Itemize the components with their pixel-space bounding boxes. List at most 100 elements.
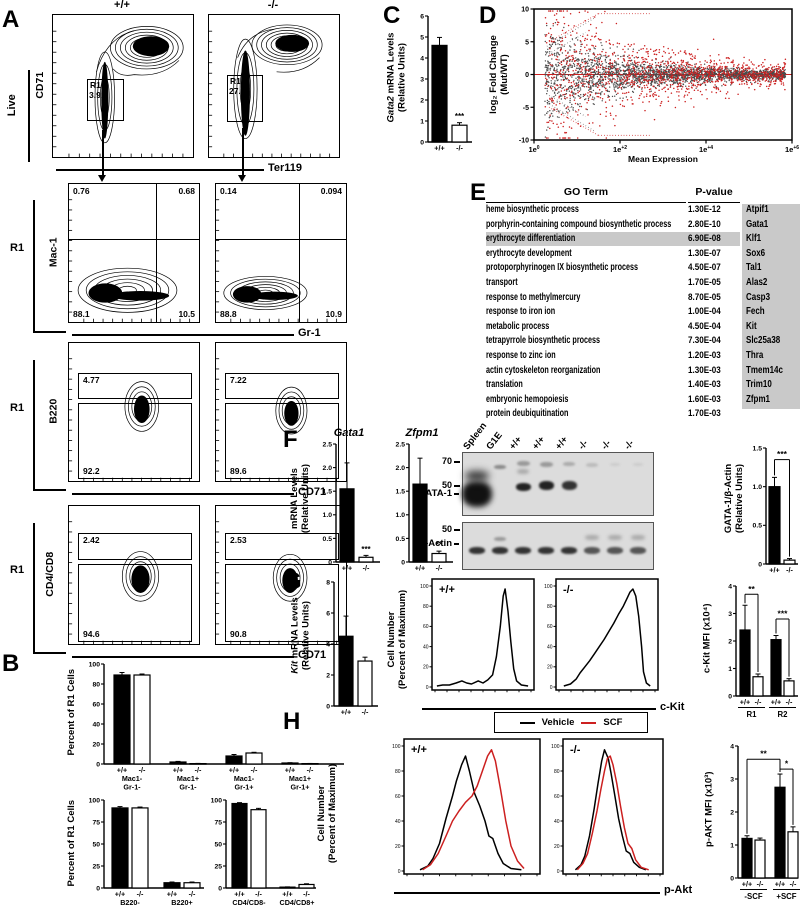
circle-el bbox=[556, 65, 558, 68]
circle-el bbox=[544, 106, 547, 108]
circle-el bbox=[564, 58, 566, 60]
circle-el bbox=[724, 67, 726, 69]
line-el bbox=[546, 17, 595, 47]
circle-el bbox=[544, 60, 547, 62]
circle-el bbox=[588, 96, 590, 98]
r1-outer-label-row4: R1 bbox=[10, 564, 25, 576]
circle-el bbox=[643, 45, 646, 47]
circle-el bbox=[550, 86, 552, 89]
circle-el bbox=[550, 44, 552, 46]
text-el: B220- bbox=[120, 898, 140, 907]
protein-band bbox=[515, 483, 531, 491]
circle-el bbox=[692, 72, 694, 75]
circle-el bbox=[713, 72, 716, 75]
table-row-term: response to iron ion bbox=[486, 306, 696, 317]
circle-el bbox=[684, 50, 686, 52]
marker-tick bbox=[454, 529, 460, 531]
circle-el bbox=[577, 87, 579, 89]
circle-el bbox=[713, 70, 716, 73]
circle-el bbox=[723, 71, 725, 74]
circle-el bbox=[544, 40, 546, 43]
circle-el bbox=[632, 76, 634, 78]
circle-el bbox=[725, 81, 728, 83]
circle-el bbox=[568, 81, 570, 84]
circle-el bbox=[757, 65, 760, 67]
col-title-wt: +/+ bbox=[114, 0, 130, 11]
circle-el bbox=[555, 64, 557, 66]
circle-el bbox=[586, 60, 588, 62]
circle-el bbox=[761, 66, 764, 68]
circle-el bbox=[663, 50, 665, 53]
div-el: GATA-1/β-Actin (Relative Units) bbox=[724, 463, 746, 532]
r1-bracket-h-row3 bbox=[33, 489, 66, 491]
circle-el bbox=[684, 71, 686, 74]
circle-el bbox=[665, 80, 667, 83]
circle-el bbox=[647, 74, 649, 76]
circle-el bbox=[688, 88, 690, 90]
circle-el bbox=[627, 48, 629, 50]
circle-el bbox=[584, 93, 587, 95]
circle-el bbox=[711, 81, 714, 83]
circle-el bbox=[549, 127, 551, 130]
text-el: 60 bbox=[423, 624, 429, 630]
circle-el bbox=[619, 79, 621, 81]
circle-el bbox=[580, 53, 583, 55]
circle-el bbox=[707, 68, 710, 71]
circle-el bbox=[579, 52, 581, 55]
circle-el bbox=[686, 78, 689, 80]
table-row-pvalue: 1.70E-05 bbox=[688, 277, 742, 288]
panel-g-label: G bbox=[283, 568, 302, 595]
text-el: 100 bbox=[89, 797, 101, 804]
circle-el bbox=[655, 70, 657, 73]
circle-el bbox=[602, 84, 604, 86]
circle-el bbox=[545, 137, 548, 139]
circle-el bbox=[696, 81, 699, 84]
protein-band bbox=[586, 463, 598, 467]
circle-el bbox=[548, 10, 550, 12]
circle-el bbox=[613, 81, 616, 84]
circle-el bbox=[688, 91, 690, 94]
circle-el bbox=[604, 87, 607, 90]
circle-el bbox=[588, 60, 590, 62]
text-el: -/- bbox=[757, 880, 764, 889]
circle-el bbox=[573, 79, 575, 82]
circle-el bbox=[682, 59, 685, 62]
circle-el bbox=[769, 70, 772, 72]
go-term-text: protoporphyrinogen IX biosynthetic proce… bbox=[486, 262, 639, 274]
circle-el bbox=[664, 90, 667, 93]
text-el: +/+ bbox=[342, 564, 352, 573]
text-el: -/- bbox=[563, 584, 574, 596]
circle-el bbox=[551, 64, 553, 67]
text-el: 2.0 bbox=[323, 465, 333, 472]
circle-el bbox=[720, 62, 722, 65]
go-term-text: heme biosynthetic process bbox=[486, 204, 579, 215]
circle-el bbox=[741, 70, 744, 72]
circle-el bbox=[595, 67, 598, 70]
circle-el bbox=[686, 62, 689, 64]
circle-el bbox=[607, 77, 609, 79]
circle-el bbox=[700, 66, 703, 69]
circle-el bbox=[627, 60, 630, 62]
circle-el bbox=[602, 74, 604, 76]
circle-el bbox=[631, 103, 634, 105]
circle-el bbox=[572, 54, 574, 57]
circle-el bbox=[654, 62, 657, 64]
circle-el bbox=[694, 79, 696, 81]
gate-arrow-line-wt bbox=[102, 130, 104, 176]
circle-el bbox=[735, 76, 737, 78]
circle-el bbox=[554, 22, 557, 24]
ellipse-el bbox=[131, 565, 150, 593]
circle-el bbox=[690, 82, 693, 84]
circle-el bbox=[638, 80, 641, 83]
circle-el bbox=[691, 87, 693, 89]
circle-el bbox=[685, 85, 687, 87]
circle-el bbox=[599, 66, 602, 69]
circle-el bbox=[595, 85, 598, 87]
circle-el bbox=[744, 71, 747, 74]
circle-el bbox=[677, 75, 679, 77]
circle-el bbox=[614, 90, 616, 92]
circle-el bbox=[649, 65, 651, 67]
circle-el bbox=[747, 79, 750, 82]
circle-el bbox=[704, 78, 706, 80]
circle-el bbox=[613, 52, 616, 54]
